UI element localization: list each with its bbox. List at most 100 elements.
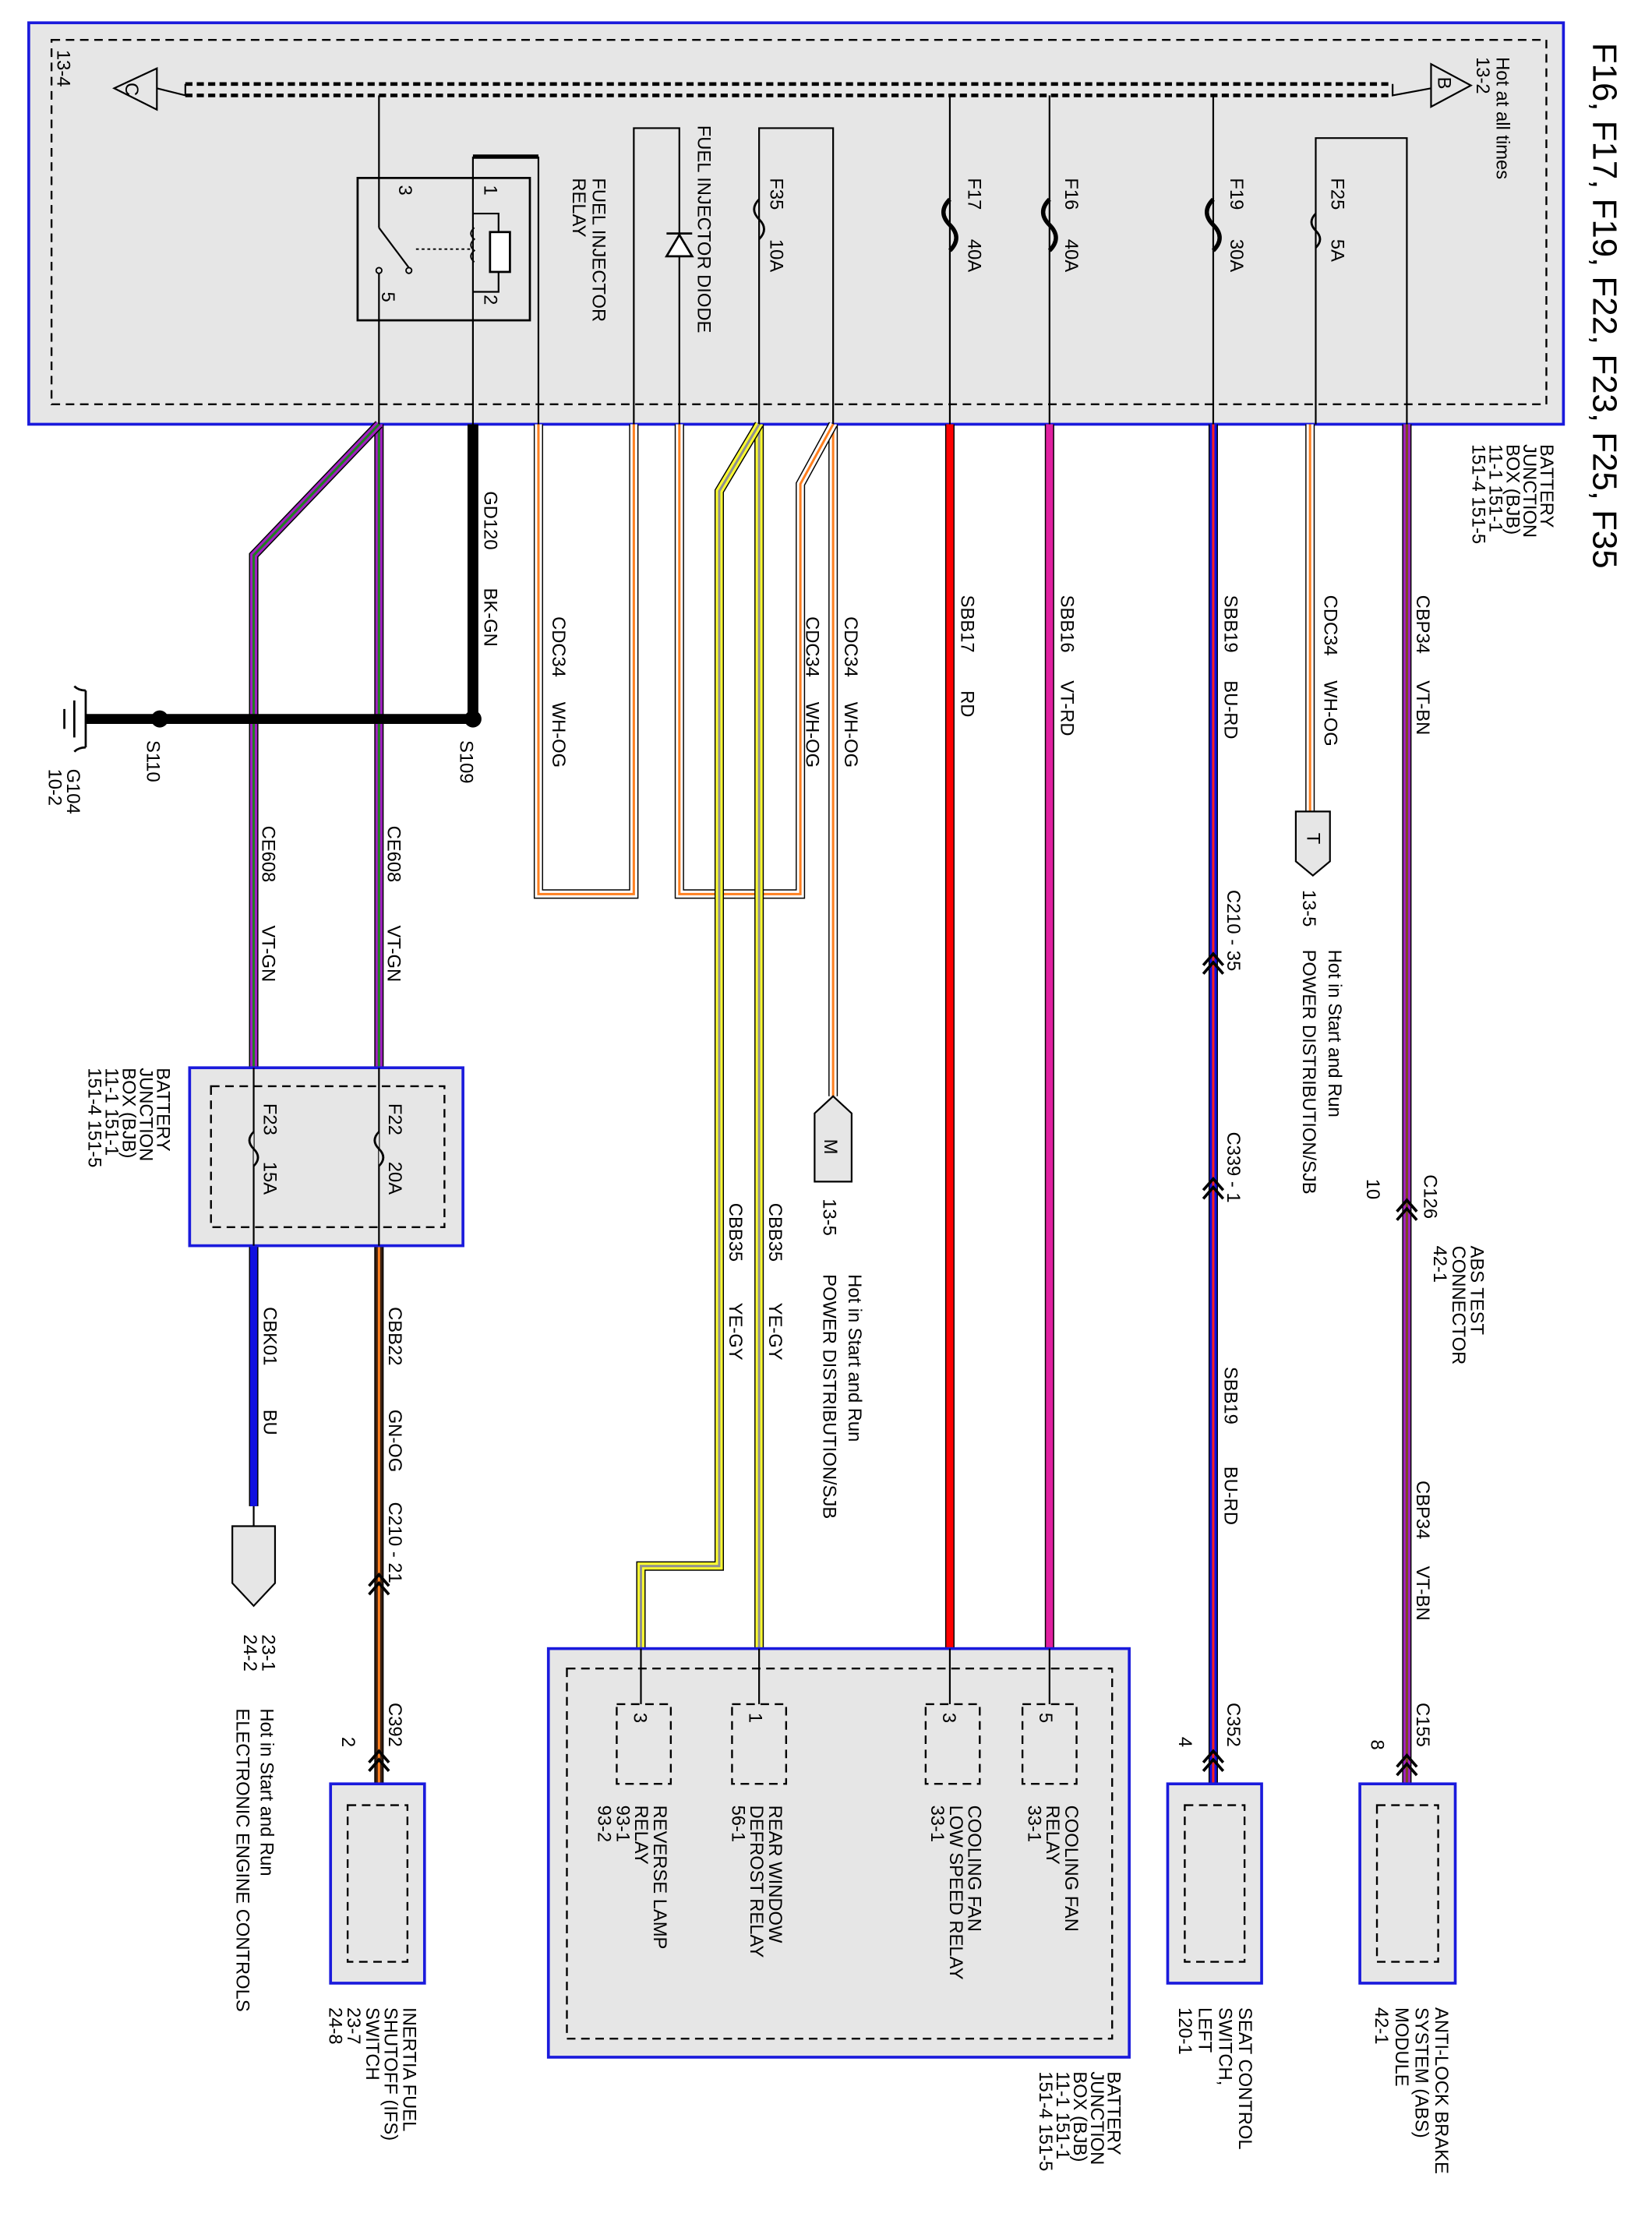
splice-s110 (151, 710, 168, 728)
wire-cdc34-r-color: WH-OG (548, 702, 569, 768)
wire-ce608-b (249, 421, 383, 1068)
splice-s109 (464, 710, 482, 728)
wire-sbb19-lower-color: BU-RD (1220, 1467, 1241, 1525)
fuse-f22-icon (373, 1131, 385, 1167)
fuse-f19-rating: 30A (1226, 239, 1247, 272)
hot-at-all-times: Hot at all times 13-2 (1472, 57, 1513, 185)
wire-cbb35-b-circuit: CBB35 (725, 1203, 746, 1262)
wire-labels: CBP34 VT-BN CDC34 WH-OG SBB19 BU-RD SBB1… (258, 491, 1434, 1620)
fuel-injector-relay-label: FUEL INJECTOR RELAY (568, 178, 609, 327)
connector-eec-icon (231, 1525, 277, 1608)
c126-label: C126 (1419, 1174, 1440, 1219)
relay-cooling-fan-low-label: COOLING FAN LOW SPEED RELAY 33-1 (927, 1806, 985, 1986)
wire-gd120-circuit: GD120 (480, 491, 501, 549)
c210-35-label: C210 - 35 (1223, 890, 1244, 971)
top-bjb-label: BATTERY JUNCTION BOX (BJB) 11-1 151-1 15… (1467, 444, 1557, 544)
bottom-bjb-label: BATTERY JUNCTION BOX (BJB) 11-1 151-1 15… (1035, 2071, 1124, 2171)
connector-m-ref: 13-5 (818, 1198, 839, 1236)
fuse-f16-name: F16 (1061, 178, 1082, 210)
wire-sbb19-lower-circuit: SBB19 (1220, 1367, 1241, 1424)
fuse-f35-rating: 10A (766, 239, 787, 272)
connector-t-ref: 13-5 (1298, 890, 1319, 927)
relay-rear-defrost-pin: 1 (744, 1713, 765, 1723)
fuse-f23-name: F23 (259, 1103, 280, 1135)
c352-pin: 4 (1174, 1737, 1195, 1747)
wire-sbb17-color: RD (957, 690, 978, 717)
wire-cbb35-a-color: YE-GY (764, 1303, 785, 1361)
ground-label: G104 10-2 (44, 769, 83, 820)
c339-1-label: C339 - 1 (1223, 1131, 1244, 1202)
fuse-f16-icon (1040, 197, 1058, 252)
connector-m-letter: M (820, 1139, 841, 1155)
abs-module-label: ANTI-LOCK BRAKE SYSTEM (ABS) MODULE 42-1 (1371, 2007, 1452, 2179)
wires (249, 421, 1412, 1784)
wire-cbp34-lower-color: VT-BN (1412, 1566, 1433, 1621)
c339-1-icon (1202, 1176, 1225, 1200)
wire-cbb22-color: GN-OG (384, 1410, 405, 1472)
fuse-f23-rating: 15A (259, 1162, 280, 1195)
relay-pin-1: 1 (480, 185, 501, 196)
seat-control-switch-label: SEAT CONTROL SWITCH, LEFT 120-1 (1174, 2007, 1255, 2155)
connector-t-letter: T (1303, 833, 1324, 845)
connector-t-hot: Hot in Start and Run (1324, 950, 1345, 1117)
fuse-f19-icon (1204, 197, 1222, 252)
fuse-f35-icon (753, 198, 765, 240)
diagram-title: F16, F17, F19, F22, F23, F25, F35 (1586, 43, 1624, 569)
s109-label: S109 (455, 740, 476, 783)
connector-m-dest: POWER DISTRIBUTION/SJB (818, 1274, 839, 1519)
wire-sbb16-color: VT-RD (1056, 680, 1077, 736)
wire-cbp34-circuit: CBP34 (1412, 595, 1433, 654)
bottom-junction-box: 5 3 1 3 COOLING FAN RELAY 33-1 COOLING F… (546, 1647, 1131, 2059)
ifs-label: INERTIA FUEL SHUTOFF (IFS) SWITCH 23-7 2… (324, 2007, 419, 2146)
c392-label: C392 (384, 1703, 405, 1747)
relay-reverse-lamp-pin: 3 (629, 1713, 650, 1723)
wire-cdc34-t-circuit: CDC34 (1319, 595, 1340, 656)
fuse-f25-rating: 5A (1327, 239, 1348, 262)
connector-t-icon (1294, 810, 1331, 877)
wire-cdc34-d-color: WH-OG (801, 702, 822, 768)
wire-cbb35-b-color: YE-GY (725, 1303, 746, 1361)
relay-coil-icon (489, 231, 511, 274)
c210-35-icon (1202, 951, 1225, 975)
wire-sbb19-color: BU-RD (1220, 680, 1241, 739)
connector-c-letter: C (121, 83, 142, 96)
fuse-f17-name: F17 (964, 178, 985, 210)
wire-cbb22-circuit: CBB22 (384, 1307, 405, 1365)
eec-refs: 23-1 24-2 (239, 1634, 279, 1676)
ground-icon (63, 685, 87, 753)
relay-cooling-fan-label: COOLING FAN RELAY 33-1 (1023, 1806, 1082, 1937)
connector-m-icon (814, 1095, 852, 1183)
fuse-f35-name: F35 (766, 178, 787, 210)
c155-pin: 8 (1367, 1740, 1388, 1750)
c155-label: C155 (1412, 1703, 1433, 1747)
wire-cdc34-d (674, 422, 838, 899)
wire-sbb19-circuit: SBB19 (1220, 595, 1241, 653)
s110-label: S110 (143, 740, 164, 782)
fuel-injector-diode-label: FUEL INJECTOR DIODE (694, 125, 715, 334)
fuse-f19-name: F19 (1226, 178, 1247, 210)
c352-icon (1202, 1749, 1225, 1772)
c126-pin: 10 (1362, 1179, 1383, 1199)
wire-ce608-b-color: VT-GN (258, 926, 279, 983)
wire-gd120-color: BK-GN (480, 588, 501, 647)
fuse-f16-rating: 40A (1061, 239, 1082, 272)
relay-pin-2: 2 (480, 295, 501, 305)
fuse-f23-icon (248, 1131, 259, 1167)
relay-reverse-lamp-label: REVERSE LAMP RELAY 93-1 93-2 (594, 1806, 670, 1954)
connector-t-dest: POWER DISTRIBUTION/SJB (1298, 950, 1319, 1195)
fuse-f22-name: F22 (384, 1103, 405, 1135)
abs-test-connector-label: ABS TEST CONNECTOR 42-1 (1429, 1246, 1488, 1370)
relay-pin-3: 3 (394, 185, 415, 196)
fuel-injector-relay: 3 1 5 2 (356, 95, 540, 425)
wire-cdc34-r-circuit: CDC34 (548, 616, 569, 677)
c392-icon (368, 1749, 390, 1772)
fuse-f17-icon (941, 197, 958, 252)
relay-cooling-fan-pin: 5 (1035, 1713, 1056, 1723)
wire-cbb35-a-circuit: CBB35 (764, 1203, 785, 1262)
left-bjb-label: BATTERY JUNCTION BOX (BJB) 11-1 151-1 15… (84, 1068, 174, 1167)
wire-cbk01-color: BU (259, 1410, 280, 1435)
seat-control-switch (1166, 1782, 1263, 1985)
c155-icon (1396, 1753, 1418, 1777)
fuse-icons (753, 197, 1322, 252)
